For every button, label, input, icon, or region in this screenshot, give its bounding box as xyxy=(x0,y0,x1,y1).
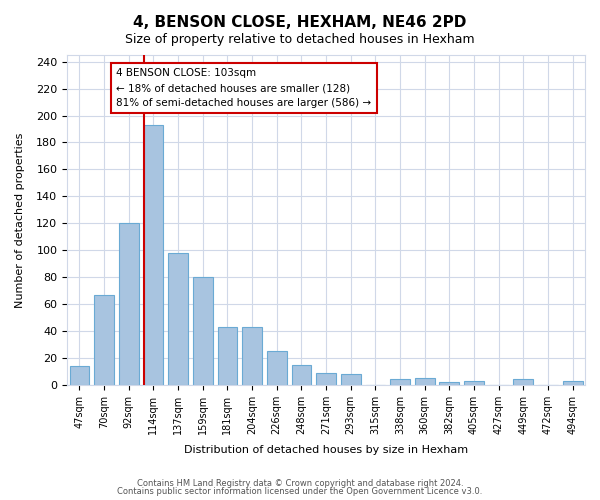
Bar xyxy=(168,253,188,385)
Text: Contains HM Land Registry data © Crown copyright and database right 2024.: Contains HM Land Registry data © Crown c… xyxy=(137,478,463,488)
Bar xyxy=(267,351,287,385)
Bar xyxy=(292,364,311,385)
Bar xyxy=(94,294,114,385)
Bar xyxy=(70,366,89,385)
Bar xyxy=(218,327,237,385)
Bar xyxy=(193,277,212,385)
Bar xyxy=(514,380,533,385)
Text: Size of property relative to detached houses in Hexham: Size of property relative to detached ho… xyxy=(125,32,475,46)
Bar xyxy=(439,382,459,385)
Bar xyxy=(143,125,163,385)
Bar xyxy=(390,380,410,385)
Text: Contains public sector information licensed under the Open Government Licence v3: Contains public sector information licen… xyxy=(118,487,482,496)
Bar xyxy=(415,378,434,385)
Bar xyxy=(316,372,336,385)
Bar xyxy=(242,327,262,385)
Bar xyxy=(563,381,583,385)
Text: 4 BENSON CLOSE: 103sqm
← 18% of detached houses are smaller (128)
81% of semi-de: 4 BENSON CLOSE: 103sqm ← 18% of detached… xyxy=(116,68,371,108)
Bar xyxy=(119,224,139,385)
Y-axis label: Number of detached properties: Number of detached properties xyxy=(15,132,25,308)
X-axis label: Distribution of detached houses by size in Hexham: Distribution of detached houses by size … xyxy=(184,445,468,455)
Bar xyxy=(341,374,361,385)
Text: 4, BENSON CLOSE, HEXHAM, NE46 2PD: 4, BENSON CLOSE, HEXHAM, NE46 2PD xyxy=(133,15,467,30)
Bar xyxy=(464,381,484,385)
